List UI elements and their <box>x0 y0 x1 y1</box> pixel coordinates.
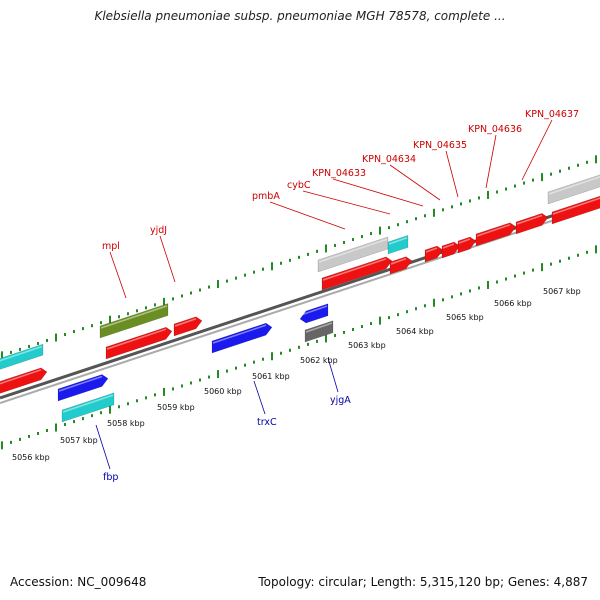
gene-label[interactable]: yjdJ <box>150 225 167 236</box>
accession-text: Accession: NC_009648 <box>10 575 147 589</box>
ruler-label: 5066 kbp <box>494 299 532 308</box>
gene-feature[interactable] <box>389 256 413 275</box>
feature-highlight <box>458 238 471 244</box>
feature-highlight <box>174 318 197 327</box>
gene-feature[interactable] <box>547 172 600 205</box>
gene-labels-bottom: fbp trxC yjgA <box>95 357 351 483</box>
gene-label[interactable]: KPN_04633 <box>312 168 366 179</box>
gene-label[interactable]: yjgA <box>330 395 351 406</box>
gene-feature[interactable] <box>424 245 444 263</box>
ruler-label: 5058 kbp <box>107 419 145 428</box>
gene-feature[interactable] <box>0 343 44 371</box>
feature-highlight <box>58 375 103 392</box>
ruler-label: 5059 kbp <box>157 403 195 412</box>
ruler-label: 5062 kbp <box>300 356 338 365</box>
ruler-label: 5057 kbp <box>60 436 98 445</box>
gene-label[interactable]: mpl <box>102 241 120 252</box>
feature-highlight <box>0 345 43 362</box>
gene-feature[interactable] <box>105 326 173 360</box>
gene-feature[interactable] <box>441 241 461 259</box>
feature-highlight <box>100 305 168 329</box>
gene-feature[interactable] <box>57 374 109 402</box>
leader-line <box>485 134 497 189</box>
leader-line <box>521 119 553 181</box>
gene-feature[interactable] <box>99 303 169 339</box>
position-ruler <box>1 245 597 450</box>
gene-label[interactable]: cybC <box>287 180 311 191</box>
feature-highlight <box>390 258 407 265</box>
leader-line <box>389 164 441 201</box>
ruler-labels: 5056 kbp 5057 kbp 5058 kbp 5059 kbp 5060 kbp… <box>12 287 581 462</box>
gene-label[interactable]: KPN_04636 <box>468 124 522 135</box>
leader-line <box>332 178 424 207</box>
feature-highlight <box>62 394 114 413</box>
gene-features[interactable] <box>0 172 600 423</box>
feature-highlight <box>300 305 328 316</box>
map-title: Klebsiella pneumoniae subsp. pneumoniae … <box>94 9 506 23</box>
feature-highlight <box>442 243 455 249</box>
gene-feature[interactable] <box>299 303 329 324</box>
gene-label[interactable]: KPN_04635 <box>413 140 467 151</box>
gene-label[interactable]: KPN_04637 <box>525 109 579 120</box>
ruler-label: 5060 kbp <box>204 387 242 396</box>
gene-feature[interactable] <box>0 367 48 395</box>
gene-feature[interactable] <box>387 235 409 255</box>
feature-highlight <box>388 237 408 245</box>
ruler-label: 5067 kbp <box>543 287 581 296</box>
gene-label[interactable]: KPN_04634 <box>362 154 416 165</box>
feature-highlight <box>548 176 600 195</box>
feature-highlight <box>476 224 511 237</box>
ruler-label: 5065 kbp <box>446 313 484 322</box>
feature-highlight <box>552 197 600 215</box>
leader-line <box>95 424 111 470</box>
ruler-label: 5061 kbp <box>252 372 290 381</box>
gene-feature[interactable] <box>457 236 477 254</box>
upper-dotted-guide <box>1 155 597 360</box>
topology-summary: Topology: circular; Length: 5,315,120 bp… <box>258 575 588 589</box>
feature-highlight <box>516 214 543 225</box>
ruler-label: 5064 kbp <box>396 327 434 336</box>
gene-label[interactable]: trxC <box>257 417 277 428</box>
gene-feature[interactable] <box>321 256 393 291</box>
gene-feature[interactable] <box>515 213 549 235</box>
gene-feature[interactable] <box>304 320 334 343</box>
feature-highlight <box>106 328 167 350</box>
leader-line <box>253 380 266 415</box>
gene-feature[interactable] <box>551 195 600 225</box>
leader-line <box>269 201 346 230</box>
feature-highlight <box>0 369 42 385</box>
ruler-label: 5063 kbp <box>348 341 386 350</box>
feature-highlight <box>212 324 267 344</box>
gene-feature[interactable] <box>211 322 273 354</box>
leader-line <box>327 357 339 393</box>
leader-line <box>302 190 391 215</box>
ruler-label: 5056 kbp <box>12 453 50 462</box>
gene-label[interactable]: fbp <box>103 472 118 483</box>
leader-line <box>159 235 176 283</box>
feature-highlight <box>305 322 333 333</box>
feature-highlight <box>318 238 388 263</box>
gene-feature[interactable] <box>173 316 203 337</box>
gene-feature[interactable] <box>61 392 115 423</box>
feature-highlight <box>322 258 387 281</box>
leader-line <box>445 150 459 198</box>
gene-label[interactable]: pmbA <box>252 191 280 202</box>
feature-highlight <box>425 247 438 253</box>
leader-line <box>109 251 127 299</box>
gene-feature[interactable] <box>475 222 517 247</box>
